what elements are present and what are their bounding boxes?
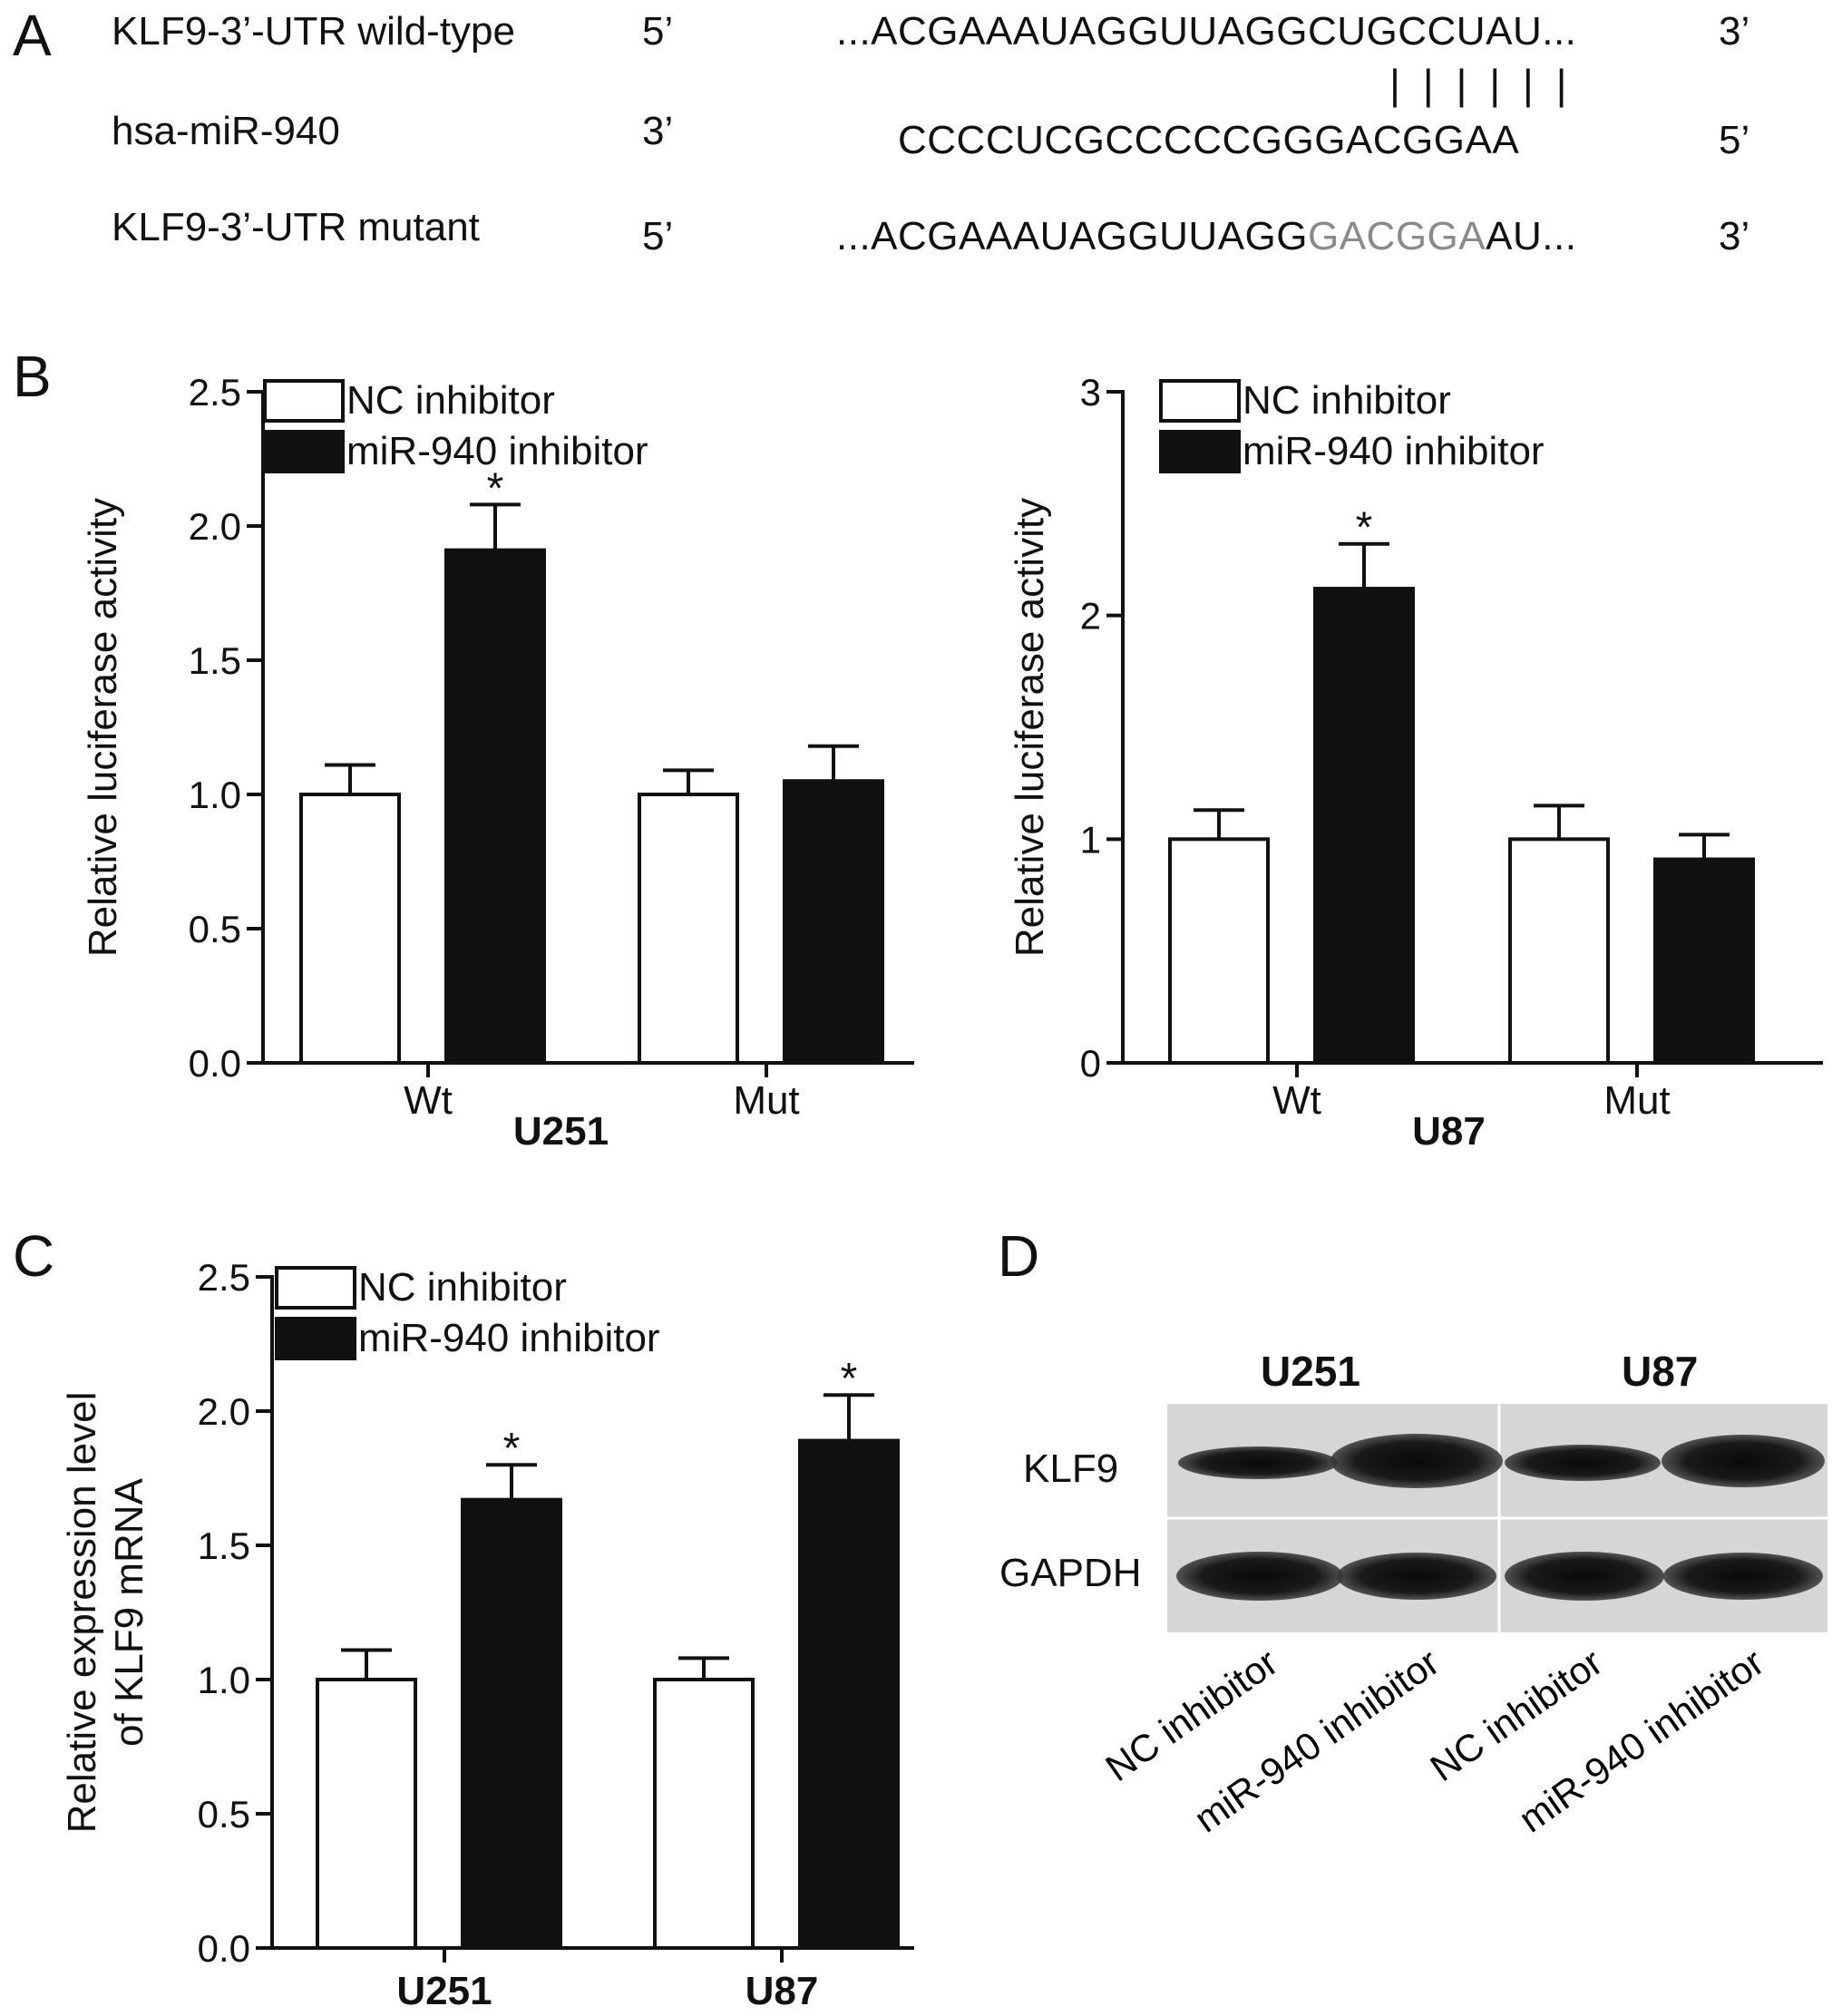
c-ytick-label-0: 0.0: [198, 1927, 250, 1970]
blot-cell-line-u87: U87: [1622, 1348, 1699, 1395]
c-legend-label-0: NC inhibitor: [358, 1265, 567, 1310]
blot-image: [1167, 1404, 1827, 1632]
pairing-lines: | | | | | |: [1389, 61, 1573, 108]
c-category-label-0: U251: [396, 1969, 492, 2013]
klf9-band-u251-nc: [1178, 1446, 1338, 1479]
panel-b-letter: B: [13, 344, 52, 409]
c-bar-u87-mir940: [798, 1438, 900, 1951]
b-u251-ytick-label-0: 0.0: [189, 1042, 241, 1085]
b-u251-category-label-1: Mut: [733, 1078, 799, 1123]
wild-type-name: KLF9-3’-UTR wild-type: [112, 9, 515, 54]
c-category-label-1: U87: [746, 1969, 819, 2013]
mutant-right-end: 3’: [1719, 214, 1750, 258]
c-significance-u87: *: [841, 1355, 858, 1403]
mirna-right-end: 5’: [1719, 118, 1750, 162]
b-u87-ytick-label-3: 3: [1080, 371, 1101, 414]
wild-type-core: CUGCCU: [1307, 9, 1486, 54]
c-legend-swatch-1: [275, 1317, 356, 1360]
b-u87-legend-label-0: NC inhibitor: [1243, 378, 1451, 423]
c-ytick-label-2: 1.0: [198, 1659, 250, 1701]
mirna-name: hsa-miR-940: [112, 109, 340, 153]
b-u251-legend-label-1: miR-940 inhibitor: [346, 429, 648, 473]
panel-c-letter: C: [13, 1223, 55, 1289]
wild-type-right-end: 3’: [1719, 9, 1750, 54]
mutant-suffix: AU...: [1486, 214, 1577, 258]
panel-a-letter: A: [13, 3, 52, 68]
b-u251-bar-wt-mir940: [444, 548, 546, 1065]
klf9-band-u87-mir940: [1662, 1435, 1825, 1487]
mirna-sequence: CCCCUCGCCCCCGGGACGGAA: [898, 118, 1520, 162]
b-u251-ytick-label-1: 0.5: [189, 908, 241, 950]
b-u251-ytick-label-5: 2.5: [189, 371, 241, 414]
b-u251-legend-swatch-0: [263, 379, 345, 423]
c-ytick-label-4: 2.0: [198, 1390, 250, 1433]
c-ylabel-line-1: of KLF9 mRNA: [107, 1477, 151, 1747]
blot-cell-line-u251: U251: [1261, 1348, 1360, 1395]
c-ytick-label-3: 1.5: [198, 1524, 250, 1567]
b-u87-bar-wt-mir940: [1313, 587, 1415, 1065]
c-legend-label-1: miR-940 inhibitor: [358, 1316, 660, 1360]
gapdh-band-u87-mir940: [1663, 1553, 1823, 1600]
b-u251-bar-mut-mir940: [783, 779, 884, 1065]
b-u251-legend-swatch-1: [263, 430, 345, 473]
b-u251-ytick-label-4: 2.0: [189, 505, 241, 548]
b-u251-bar-wt-nc: [299, 793, 401, 1065]
b-u87-ytick-label-1: 1: [1080, 818, 1101, 861]
c-bar-u251-mir940: [461, 1497, 562, 1951]
b-u87-bar-mut-nc: [1508, 837, 1610, 1065]
c-ylabel-line-0: Relative expression level: [60, 1392, 104, 1834]
mutant-name: KLF9-3’-UTR mutant: [112, 205, 480, 249]
b-u87-legend-swatch-0: [1159, 379, 1241, 423]
b-u87-bar-wt-nc: [1168, 837, 1270, 1065]
gapdh-band-u87-nc: [1505, 1552, 1664, 1601]
b-u87-legend-label-1: miR-940 inhibitor: [1243, 429, 1545, 473]
blot-label-klf9: KLF9: [1023, 1446, 1119, 1491]
chart-b-u87: 0 1 2 3 Wt Mut U87 Relative luciferase activity…: [1008, 371, 1823, 1154]
c-bar-u87-nc: [653, 1678, 755, 1950]
c-bar-u251-nc: [316, 1678, 417, 1950]
b-u251-significance-wt: *: [487, 464, 504, 512]
b-u251-ytick-label-3: 1.5: [189, 639, 241, 682]
blot-label-gapdh: GAPDH: [999, 1551, 1142, 1595]
b-u251-bar-mut-nc: [638, 793, 739, 1065]
blot-lane-labels: NC inhibitor miR-940 inhibitor NC inhibi…: [1097, 1641, 1771, 1841]
b-u87-significance-wt: *: [1356, 504, 1373, 552]
c-legend-swatch-0: [275, 1266, 356, 1310]
b-u251-ylabel-line-0: Relative luciferase activity: [81, 498, 125, 957]
b-u87-category-label-0: Wt: [1272, 1078, 1321, 1123]
mutant-left-end: 5’: [642, 214, 674, 258]
wild-type-sequence: ...ACGAAAUAGGUUAGGCUGCCUAU...: [836, 9, 1576, 54]
b-u251-category-label-0: Wt: [404, 1078, 453, 1123]
wild-type-left-end: 5’: [642, 9, 674, 54]
chart-b-u251: 0.0 0.5 1.0 1.5 2.0 2.5 Wt Mut U251 Relative luci…: [81, 371, 914, 1154]
gapdh-band-u251-nc: [1176, 1552, 1343, 1601]
b-u87-ylabel-line-0: Relative luciferase activity: [1008, 498, 1052, 957]
wild-type-prefix: ...ACGAAAUAGGUUAGG: [836, 9, 1308, 54]
b-u251-legend-label-0: NC inhibitor: [346, 378, 555, 423]
klf9-band-u87-nc: [1505, 1445, 1661, 1481]
b-u87-ytick-label-2: 2: [1080, 595, 1101, 638]
b-u87-category-label-1: Mut: [1603, 1078, 1670, 1123]
c-significance-u251: *: [503, 1425, 521, 1473]
panel-d-letter: D: [998, 1223, 1040, 1289]
gapdh-band-u251-mir940: [1337, 1553, 1496, 1600]
b-u251-ytick-label-2: 1.0: [189, 774, 241, 816]
klf9-band-u251-mir940: [1330, 1434, 1503, 1488]
chart-c: 0.0 0.5 1.0 1.5 2.0 2.5 U251 U87 Relative expres…: [60, 1256, 914, 2013]
b-u87-bar-mut-mir940: [1653, 857, 1755, 1065]
mutant-sequence: ...ACGAAAUAGGUUAGGGACGGAAU...: [836, 214, 1576, 259]
mirna-left-end: 3’: [642, 109, 674, 153]
mutant-site: GACGGA: [1307, 214, 1486, 258]
b-u87-group-title: U87: [1412, 1109, 1486, 1154]
c-ytick-label-5: 2.5: [198, 1256, 250, 1299]
b-u87-ytick-label-0: 0: [1080, 1042, 1101, 1085]
c-ytick-label-1: 0.5: [198, 1793, 250, 1836]
b-u251-group-title: U251: [513, 1109, 609, 1154]
mutant-prefix: ...ACGAAAUAGGUUAGG: [836, 214, 1308, 258]
wild-type-suffix: AU...: [1486, 9, 1577, 54]
b-u87-legend-swatch-1: [1159, 430, 1241, 473]
